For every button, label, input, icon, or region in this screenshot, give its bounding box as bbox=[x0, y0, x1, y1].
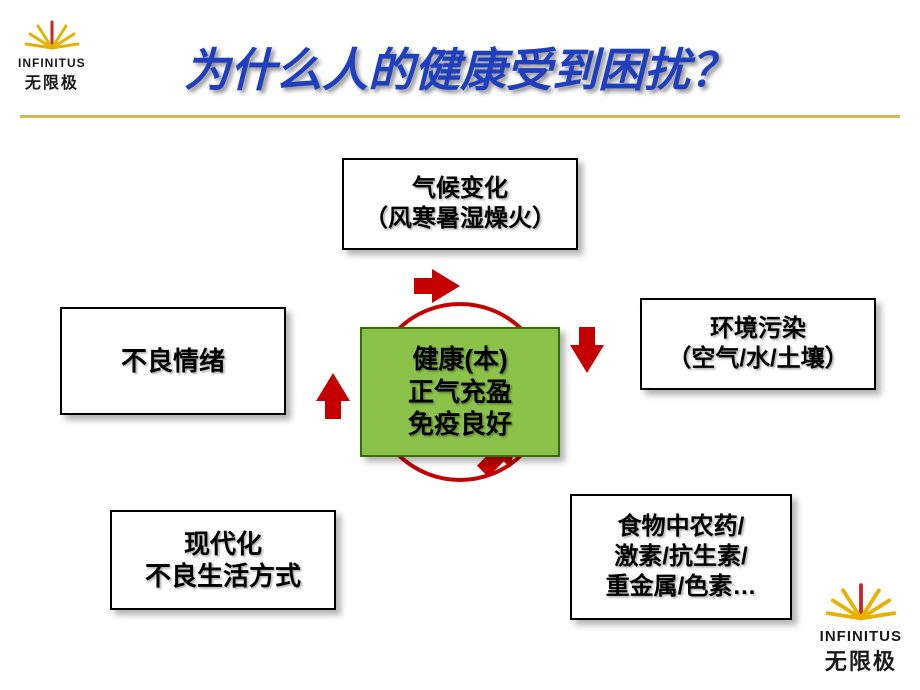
center-box: 健康(本) 正气充盈 免疫良好 bbox=[360, 327, 560, 457]
factor-box-2: 环境污染 （空气/水/土壤） bbox=[640, 298, 876, 390]
factor-box-4: 食物中农药/ 激素/抗生素/ 重金属/色素… bbox=[570, 494, 792, 620]
arrow-1 bbox=[316, 373, 350, 447]
diagram: 健康(本) 正气充盈 免疫良好 气候变化 （风寒暑湿燥火） 不良情绪 环境污染 （空… bbox=[0, 0, 920, 690]
factor-box-1: 不良情绪 bbox=[60, 307, 286, 415]
arrow-0 bbox=[386, 269, 460, 303]
logo-burst-icon bbox=[825, 580, 897, 626]
factor-box-0: 气候变化 （风寒暑湿燥火） bbox=[342, 158, 578, 250]
arrow-2 bbox=[570, 299, 604, 373]
logo-bottom-right: INFINITUS 无限极 bbox=[820, 580, 902, 676]
slide: INFINITUS 无限极 为什么人的健康受到困扰？ 健康(本) 正气充盈 免疫… bbox=[0, 0, 920, 690]
logo-text-en: INFINITUS bbox=[820, 628, 902, 645]
logo-text-cn: 无限极 bbox=[825, 644, 897, 676]
factor-box-3: 现代化 不良生活方式 bbox=[110, 510, 336, 610]
